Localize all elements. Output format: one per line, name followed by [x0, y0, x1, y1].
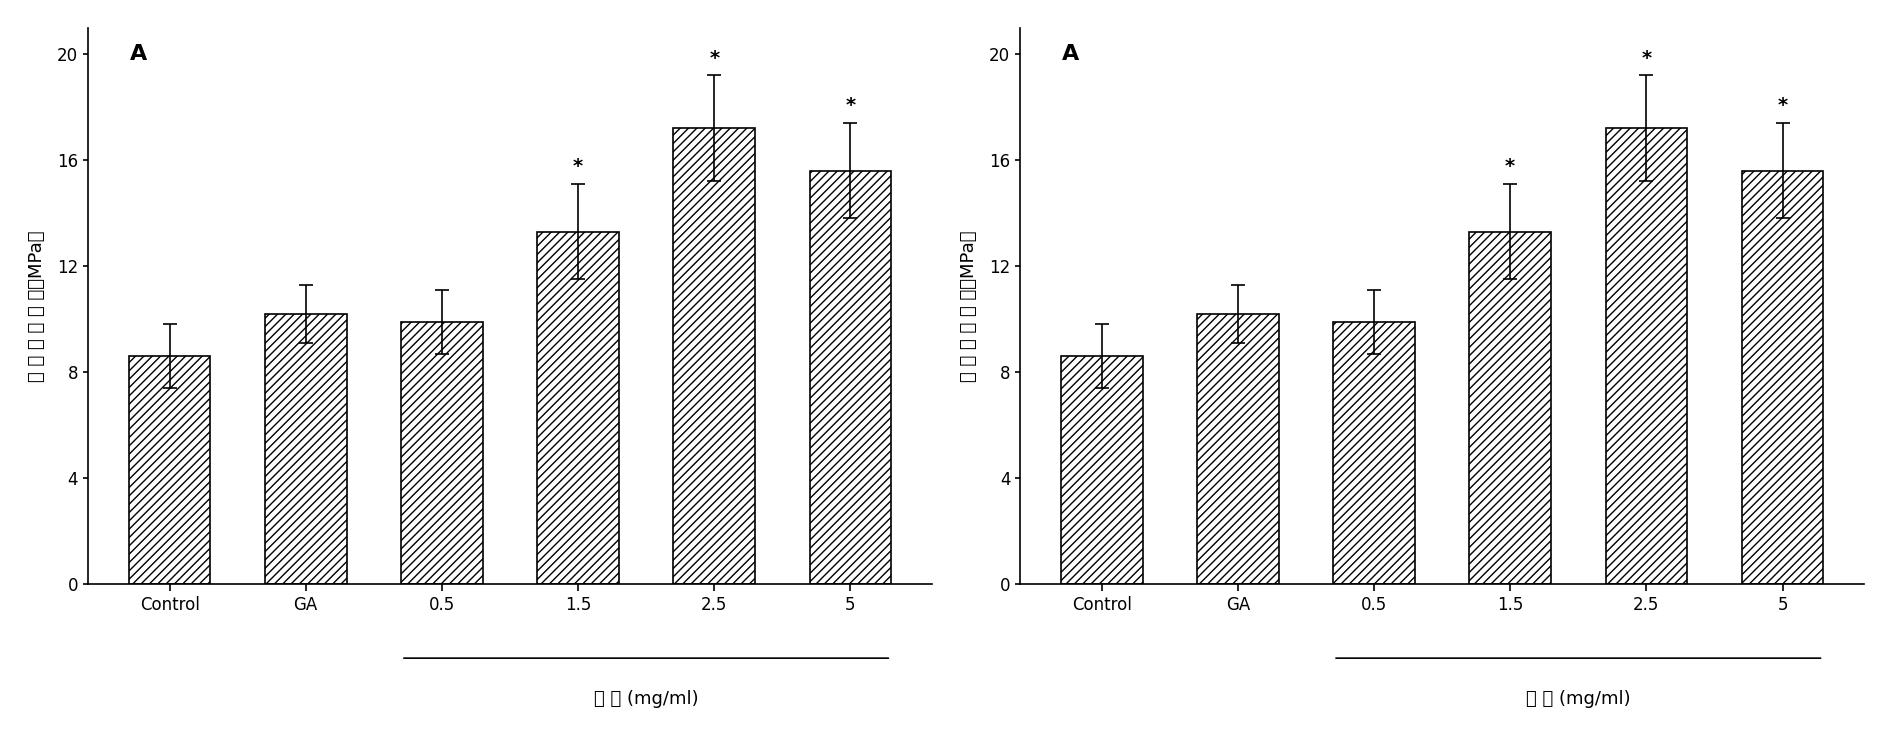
Bar [265, 314, 346, 584]
Y-axis label: 最 大 拉 伸 强 度（MPa）: 最 大 拉 伸 强 度（MPa） [28, 230, 45, 382]
Bar [810, 170, 891, 584]
Text: *: * [573, 157, 583, 176]
Bar [129, 356, 210, 584]
Text: A: A [1061, 44, 1080, 64]
Y-axis label: 最 大 拉 伸 强 度（MPa）: 最 大 拉 伸 强 度（MPa） [959, 230, 978, 382]
Bar [1743, 170, 1824, 584]
Text: *: * [846, 96, 855, 115]
Bar [1606, 128, 1688, 584]
Bar [1198, 314, 1279, 584]
Text: 浓 度 (mg/ml): 浓 度 (mg/ml) [594, 690, 698, 708]
Text: *: * [1640, 49, 1652, 67]
Bar [1061, 356, 1143, 584]
Text: *: * [1506, 157, 1515, 176]
Bar [1334, 322, 1415, 584]
Bar [537, 232, 619, 584]
Text: A: A [131, 44, 148, 64]
Text: *: * [710, 49, 719, 67]
Text: 浓 度 (mg/ml): 浓 度 (mg/ml) [1527, 690, 1631, 708]
Bar [401, 322, 482, 584]
Bar [674, 128, 755, 584]
Text: *: * [1777, 96, 1788, 115]
Bar [1470, 232, 1551, 584]
